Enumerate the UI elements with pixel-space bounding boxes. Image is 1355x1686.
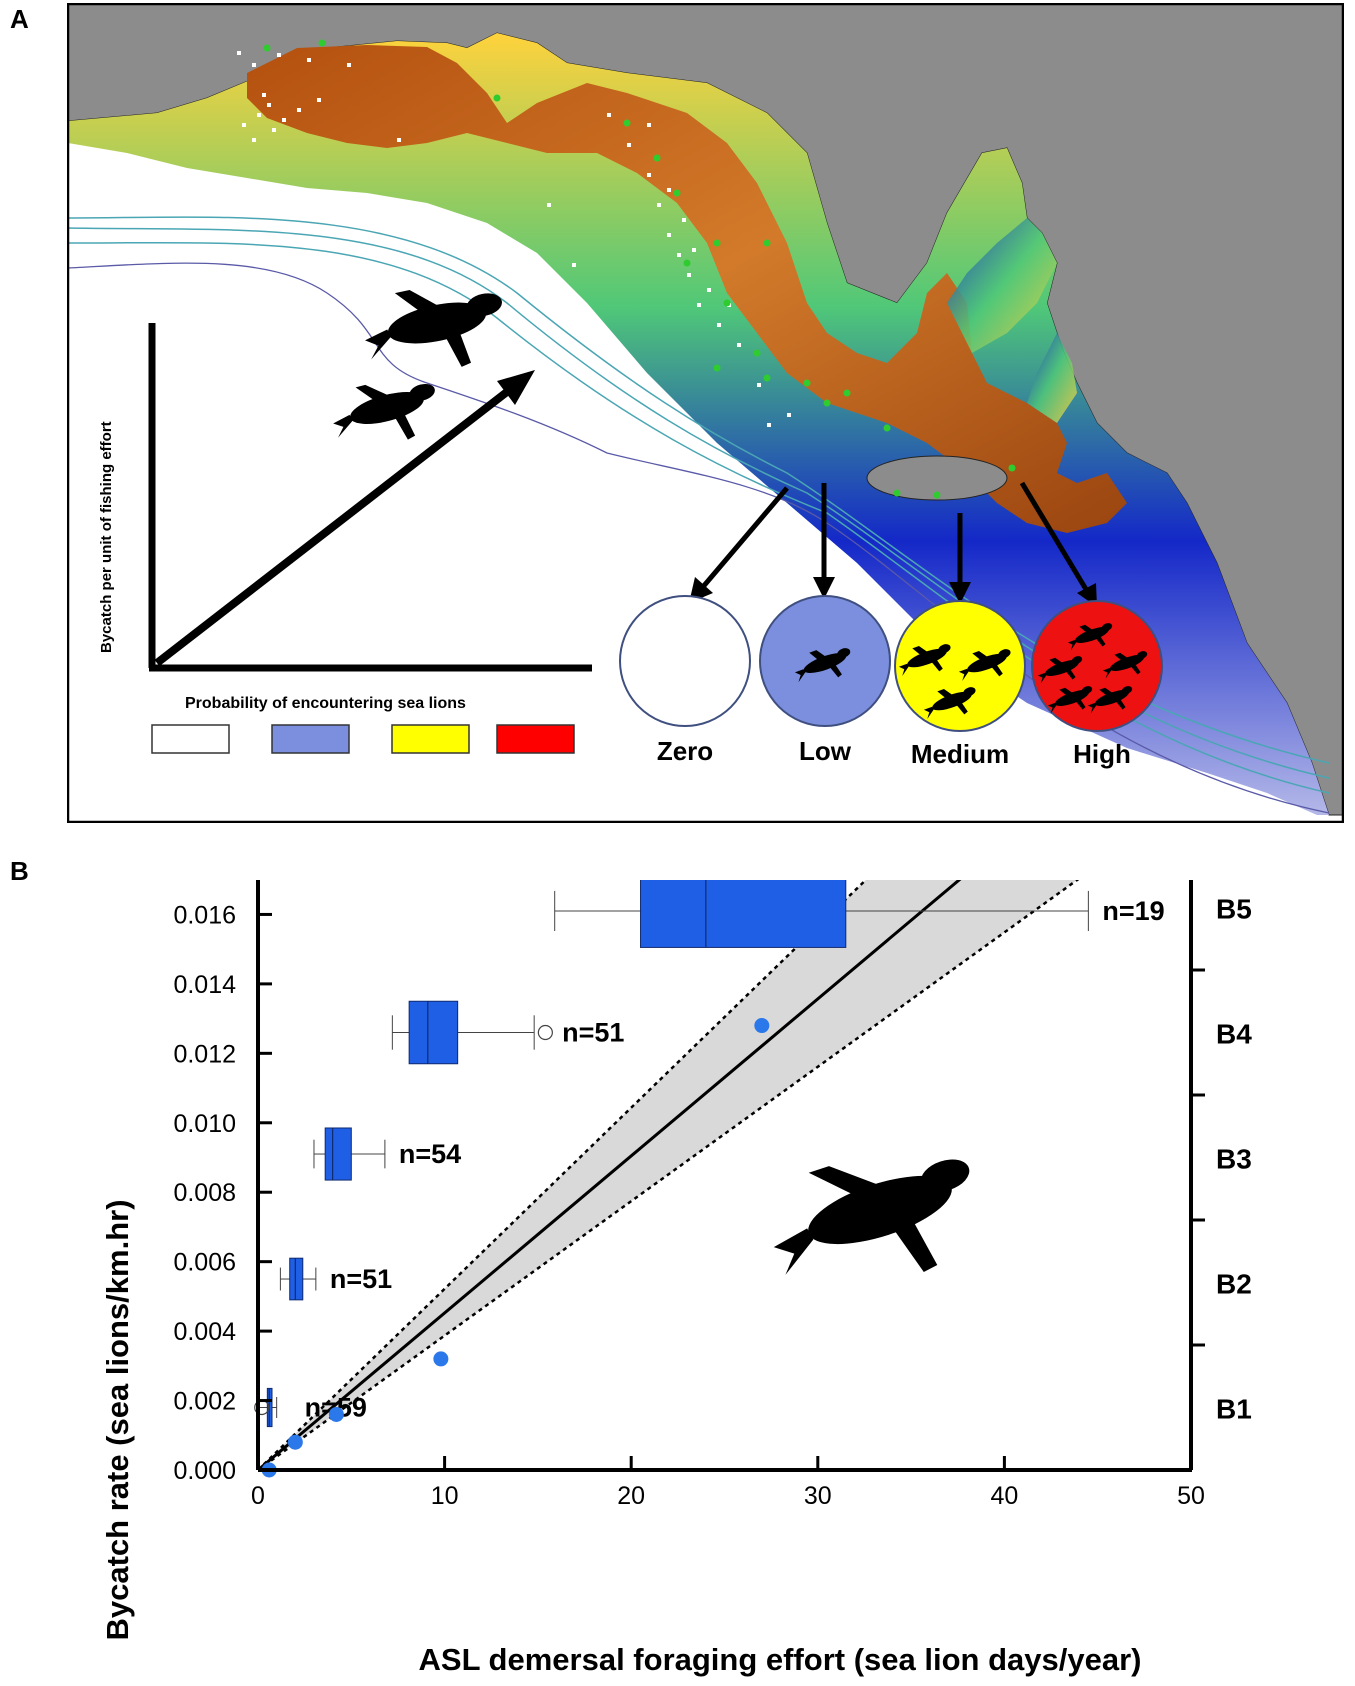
- data-point: [433, 1351, 449, 1367]
- circle-zero: [619, 595, 751, 727]
- y-axis-label: Bycatch rate (sea lions/km.hr): [100, 1199, 135, 1640]
- n-label-b3: n=54: [399, 1139, 461, 1169]
- y-tick-label: 0.012: [173, 1040, 236, 1068]
- data-point: [328, 1406, 344, 1422]
- box-body: [640, 874, 847, 948]
- schematic-axes: [148, 323, 592, 672]
- confidence-band-layer: [257, 843, 1127, 1472]
- panel-a: Bycatch per unit of fishing effort Proba…: [66, 2, 1345, 824]
- box-body: [324, 1127, 352, 1181]
- category-label-zero: Zero: [657, 736, 713, 766]
- x-tick-label: 30: [804, 1482, 832, 1510]
- data-point: [754, 1018, 770, 1034]
- panel-a-y-axis-label: Bycatch per unit of fishing effort: [98, 421, 115, 653]
- legend-swatches: [151, 724, 575, 754]
- box-body: [289, 1257, 304, 1301]
- x-tick-label: 50: [1177, 1482, 1205, 1510]
- circle-sea-lion-icons: [794, 623, 1148, 719]
- panel-b-letter: B: [10, 856, 29, 886]
- y-tick-label: 0.016: [173, 901, 236, 929]
- panel-a-map: Bycatch per unit of fishing effort Proba…: [66, 2, 1345, 824]
- ci-upper-line: [257, 844, 903, 1471]
- y-tick-label: 0.000: [173, 1457, 236, 1485]
- category-label-medium: Medium: [911, 739, 1009, 769]
- y-tick-label: 0.004: [173, 1318, 236, 1346]
- sea-lion-silhouette-large: [365, 289, 502, 367]
- legend-title: Probability of encountering sea lions: [185, 695, 466, 712]
- bycatch-chart: n=59n=51n=54n=51n=19 0.0000.0020.0040.00…: [100, 832, 1252, 1677]
- n-label-b5: n=19: [1102, 896, 1164, 926]
- legend-swatch-medium: [391, 724, 470, 754]
- circle-medium: [894, 600, 1026, 732]
- x-tick-label: 10: [431, 1482, 459, 1510]
- box-b1: n=59: [254, 1387, 367, 1428]
- y-tick-label: 0.008: [173, 1179, 236, 1207]
- gulf-right: [1027, 333, 1077, 423]
- panel-b: n=59n=51n=54n=51n=19 0.0000.0020.0040.00…: [0, 832, 1355, 1681]
- box-outlier: [537, 1024, 553, 1041]
- sea-lion-silhouette-chart: [773, 1159, 970, 1275]
- box-b2: n=51: [279, 1257, 392, 1301]
- legend-swatch-low: [271, 724, 350, 754]
- band-label-b2: B2: [1216, 1269, 1252, 1300]
- confidence-band: [258, 845, 1126, 1470]
- point-layer: [261, 1018, 770, 1478]
- axis-layer: 0.000 0.002 0.004 0.006 0.008 0.010 0.012 0.014…: [173, 832, 1252, 1510]
- x-axis-label: ASL demersal foraging effort (sea lion d…: [419, 1642, 1142, 1677]
- box-body: [408, 1000, 459, 1065]
- category-label-high: High: [1073, 739, 1131, 769]
- bycatch-points: [263, 39, 1016, 499]
- band-label-b5: B5: [1216, 894, 1252, 925]
- x-tick-label: 40: [990, 1482, 1018, 1510]
- legend-swatch-high: [496, 724, 575, 754]
- x-tick-label: 0: [251, 1482, 265, 1510]
- box-b5: n=19: [554, 874, 1165, 948]
- ci-lower-line: [257, 843, 1127, 1472]
- n-label-b2: n=51: [330, 1264, 392, 1294]
- category-label-low: Low: [799, 736, 852, 766]
- y-tick-label: 0.006: [173, 1249, 236, 1277]
- island: [866, 455, 1008, 501]
- fit-line: [257, 843, 1002, 1472]
- data-point: [287, 1434, 303, 1450]
- y-tick-label: 0.002: [173, 1388, 236, 1416]
- x-tick-label: 20: [617, 1482, 645, 1510]
- band-label-b3: B3: [1216, 1144, 1252, 1175]
- y-tick-label: 0.010: [173, 1110, 236, 1138]
- box-b3: n=54: [313, 1127, 461, 1181]
- gulf-left: [947, 218, 1057, 353]
- band-label-b4: B4: [1216, 1019, 1252, 1050]
- sea-lion-silhouette-small: [333, 383, 435, 440]
- band-label-b1: B1: [1216, 1394, 1252, 1425]
- legend-swatch-zero: [151, 724, 230, 754]
- map-border: [66, 2, 1345, 824]
- n-label-b4: n=51: [562, 1018, 624, 1048]
- box-b4: n=51: [391, 1000, 624, 1065]
- shelf-high-area: [247, 45, 1127, 533]
- y-tick-label: 0.014: [173, 971, 236, 999]
- box-layer: n=59 n=51 n=54 n=51 n=19: [254, 874, 1165, 1428]
- panel-a-letter: A: [10, 4, 29, 34]
